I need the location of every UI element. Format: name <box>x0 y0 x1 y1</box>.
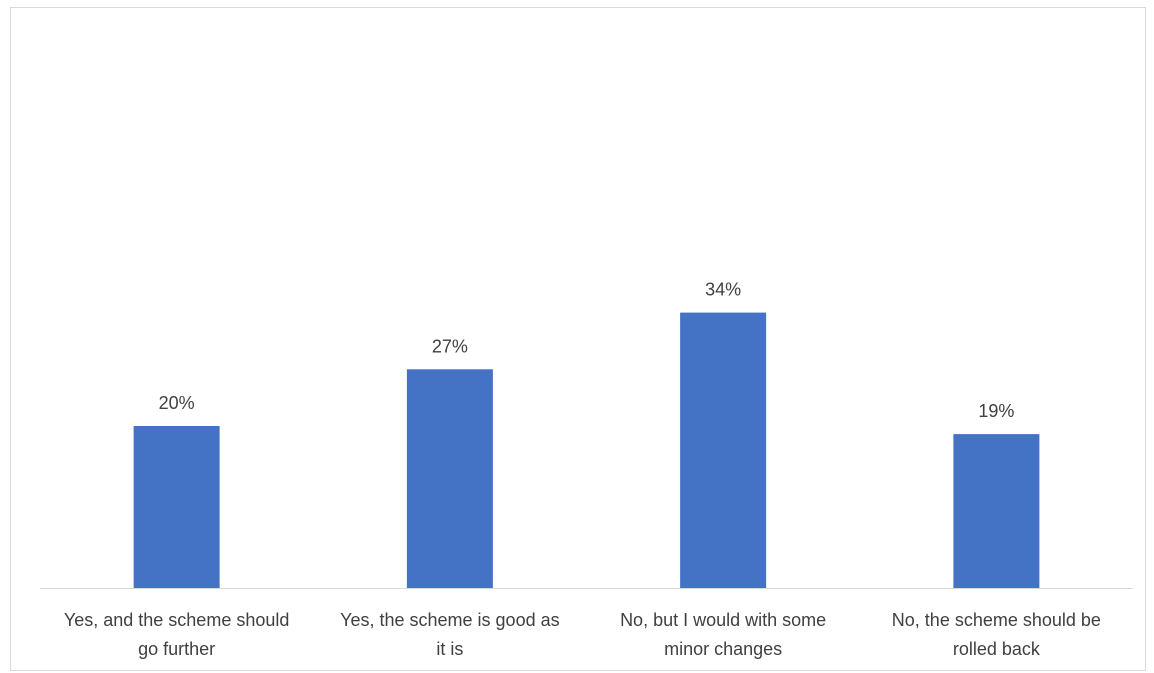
data-label-2: 27% <box>432 336 468 356</box>
category-label-2: Yes, the scheme is good as it is <box>340 610 559 659</box>
category-label-line: Yes, and the scheme should <box>64 610 290 630</box>
data-label-1: 20% <box>159 393 195 413</box>
bar-4 <box>953 434 1040 588</box>
category-label-line: No, but I would with some <box>620 610 826 630</box>
category-label-line: minor changes <box>664 639 782 659</box>
bars-layer <box>133 312 1040 588</box>
category-label-4: No, the scheme should be rolled back <box>892 610 1101 659</box>
category-label-1: Yes, and the scheme should go further <box>64 610 290 659</box>
category-label-3: No, but I would with some minor changes <box>620 610 826 659</box>
bar-2 <box>406 369 493 588</box>
bar-1 <box>133 426 220 588</box>
category-label-line: go further <box>138 639 215 659</box>
data-labels-layer: 20% 27% 34% 19% <box>159 280 1015 422</box>
category-label-line: Yes, the scheme is good as <box>340 610 559 630</box>
bar-3 <box>680 312 767 588</box>
category-label-line: it is <box>436 639 463 659</box>
category-label-line: rolled back <box>953 639 1041 659</box>
category-label-line: No, the scheme should be <box>892 610 1101 630</box>
data-label-4: 19% <box>978 401 1014 421</box>
data-label-3: 34% <box>705 280 741 300</box>
category-labels-layer: Yes, and the scheme should go furtherYes,… <box>64 610 1101 659</box>
